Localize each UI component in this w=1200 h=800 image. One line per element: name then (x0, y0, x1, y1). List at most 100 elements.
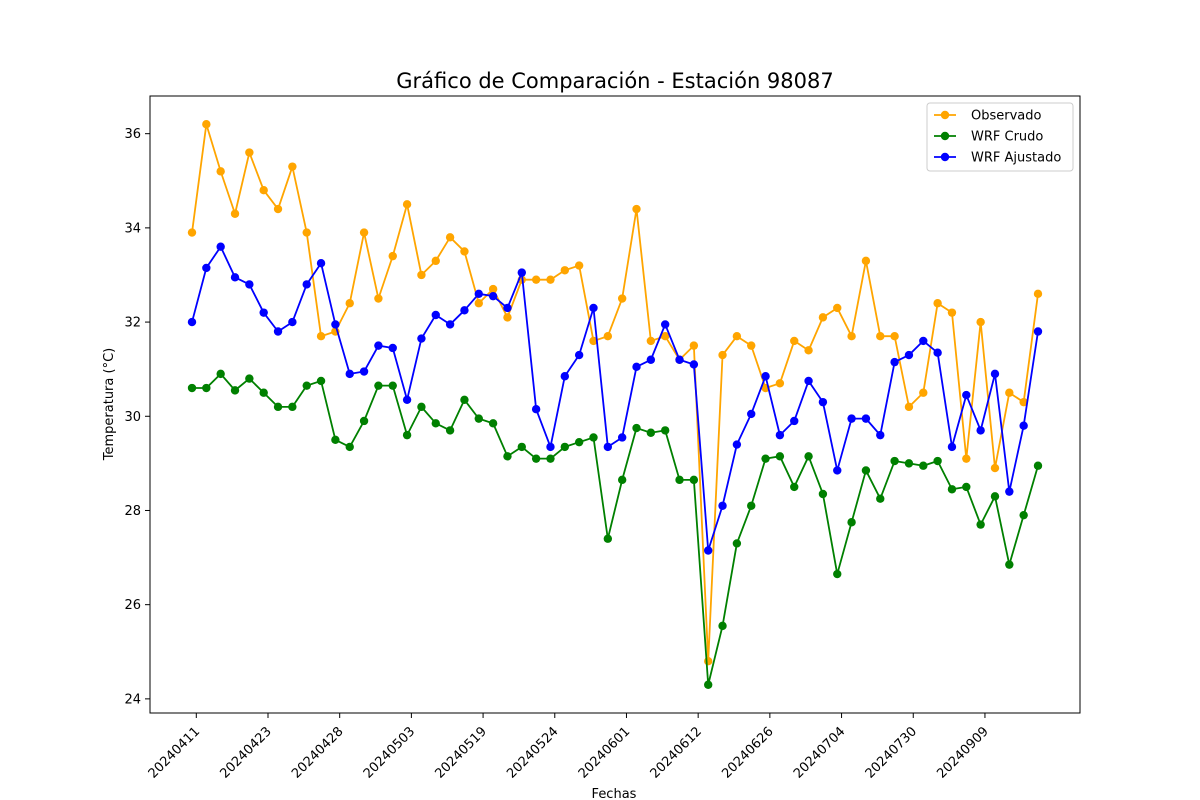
data-point (933, 456, 942, 466)
data-point (417, 270, 426, 280)
data-point (531, 275, 541, 284)
data-point (374, 381, 383, 390)
data-point (374, 341, 383, 350)
data-point (345, 442, 354, 452)
data-point (1005, 560, 1014, 569)
data-point (560, 266, 570, 275)
data-point (216, 167, 225, 176)
data-point (288, 317, 297, 327)
data-point (689, 360, 699, 369)
data-point (876, 332, 885, 341)
series-2 (187, 242, 1043, 555)
data-point (919, 336, 928, 346)
legend-marker (940, 152, 950, 162)
data-point (990, 369, 1000, 379)
data-point (790, 416, 799, 426)
data-point (660, 332, 670, 341)
data-point (1033, 289, 1043, 299)
data-point (546, 275, 555, 284)
data-point (589, 336, 598, 346)
data-point (833, 569, 842, 579)
data-point (617, 294, 627, 303)
data-point (775, 379, 785, 388)
data-point (775, 452, 785, 461)
data-point (402, 430, 412, 440)
y-axis: 24 26 28 30 32 34 36 (124, 127, 150, 707)
data-point (718, 621, 727, 631)
data-point (761, 454, 770, 463)
data-point (1005, 487, 1014, 496)
data-point (1033, 327, 1043, 336)
data-point (503, 303, 512, 313)
data-point (646, 336, 656, 346)
data-point (288, 162, 297, 171)
data-point (259, 388, 268, 397)
data-point (460, 306, 469, 315)
data-point (187, 228, 197, 237)
data-point (216, 242, 225, 251)
data-point (417, 402, 426, 412)
data-point (560, 442, 570, 452)
data-point (1033, 461, 1043, 470)
data-point (632, 204, 641, 214)
data-point (1019, 421, 1028, 430)
data-point (603, 442, 613, 452)
data-point (273, 327, 283, 336)
data-point (445, 320, 455, 329)
data-point (732, 539, 742, 548)
data-point (890, 456, 899, 466)
data-point (460, 247, 469, 256)
data-point (216, 369, 225, 379)
data-point (761, 372, 770, 381)
data-point (546, 454, 555, 463)
data-point (747, 341, 756, 350)
chart-title: Gráfico de Comparación - Estación 98087 (396, 69, 833, 93)
legend-label: Observado (971, 109, 1042, 124)
data-point (503, 313, 512, 322)
data-point (976, 426, 985, 435)
y-tick-label: 36 (124, 127, 141, 142)
data-point (818, 313, 828, 322)
series-1 (187, 369, 1043, 689)
data-point (302, 381, 311, 390)
legend-label: WRF Ajustado (971, 151, 1061, 166)
data-point (732, 440, 742, 449)
data-point (876, 494, 885, 503)
data-point (589, 433, 598, 442)
data-point (847, 518, 856, 527)
legend: Observado WRF Crudo WRF Ajustado (926, 102, 1074, 172)
data-point (689, 475, 699, 485)
data-point (704, 680, 713, 689)
y-axis-label: Temperatura (°C) (102, 348, 117, 461)
data-point (718, 350, 727, 360)
y-tick-label: 24 (124, 692, 141, 707)
data-point (259, 308, 268, 317)
data-point (632, 362, 641, 372)
data-point (861, 466, 871, 475)
data-point (947, 485, 957, 494)
data-point (904, 350, 914, 360)
data-point (933, 299, 942, 308)
data-point (517, 268, 526, 277)
data-point (617, 433, 627, 442)
data-point (603, 534, 613, 543)
data-point (919, 388, 928, 397)
data-point (302, 228, 311, 237)
data-point (560, 372, 570, 381)
y-tick-label: 32 (124, 316, 141, 331)
data-point (259, 185, 268, 195)
data-point (847, 332, 856, 341)
data-point (732, 332, 742, 341)
data-point (804, 376, 813, 386)
axes-frame (149, 95, 1081, 714)
data-point (962, 390, 971, 400)
plot-area (187, 120, 1043, 689)
y-tick-label: 30 (124, 410, 141, 425)
data-point (790, 336, 799, 346)
data-point (388, 251, 397, 261)
data-point (359, 367, 369, 376)
data-point (402, 200, 412, 209)
data-point (288, 402, 297, 412)
data-point (990, 492, 1000, 501)
